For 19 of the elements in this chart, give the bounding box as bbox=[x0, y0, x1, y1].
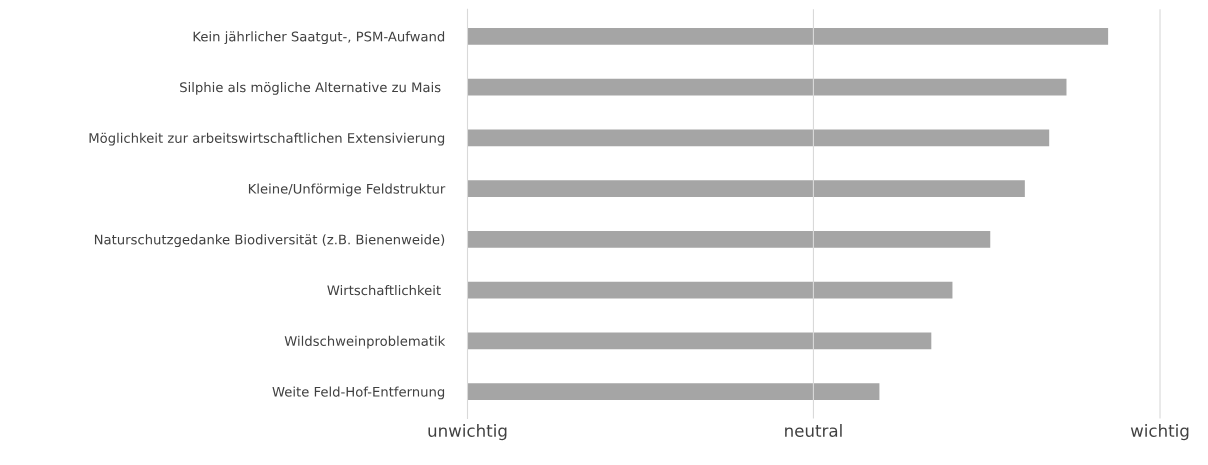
y-tick-label: Kein jährlicher Saatgut-, PSM-Aufwand bbox=[193, 31, 445, 45]
ref-line-label: wichtig bbox=[1130, 424, 1189, 441]
text: unwichtig bbox=[428, 424, 507, 441]
y-tick-label: Wildschweinproblematik bbox=[284, 335, 446, 349]
y-tick-label: Wirtschaftlichkeit bbox=[327, 285, 441, 296]
y-tick-label: Silphie als mögliche Alternative zu Mais bbox=[180, 82, 441, 95]
y-tick-label: Kleine/Unförmige Feldstruktur bbox=[248, 183, 446, 197]
bar bbox=[467, 281, 953, 299]
bar bbox=[467, 27, 1109, 45]
y-tick-label: Naturschutzgedanke Biodiversität (z.B. Bienenweide) bbox=[94, 234, 445, 248]
bar bbox=[467, 230, 991, 248]
bar bbox=[467, 383, 880, 400]
bar bbox=[467, 78, 1067, 96]
bar bbox=[467, 332, 932, 350]
bar bbox=[467, 180, 1025, 197]
y-tick-label: Möglichkeit zur arbeitswirtschaftlichen Extensivierung bbox=[89, 132, 445, 146]
ref-line-label: neutral bbox=[785, 424, 842, 437]
y-tick-label: Weite Feld-Hof-Entfernung bbox=[272, 386, 445, 400]
bar bbox=[467, 129, 1050, 147]
